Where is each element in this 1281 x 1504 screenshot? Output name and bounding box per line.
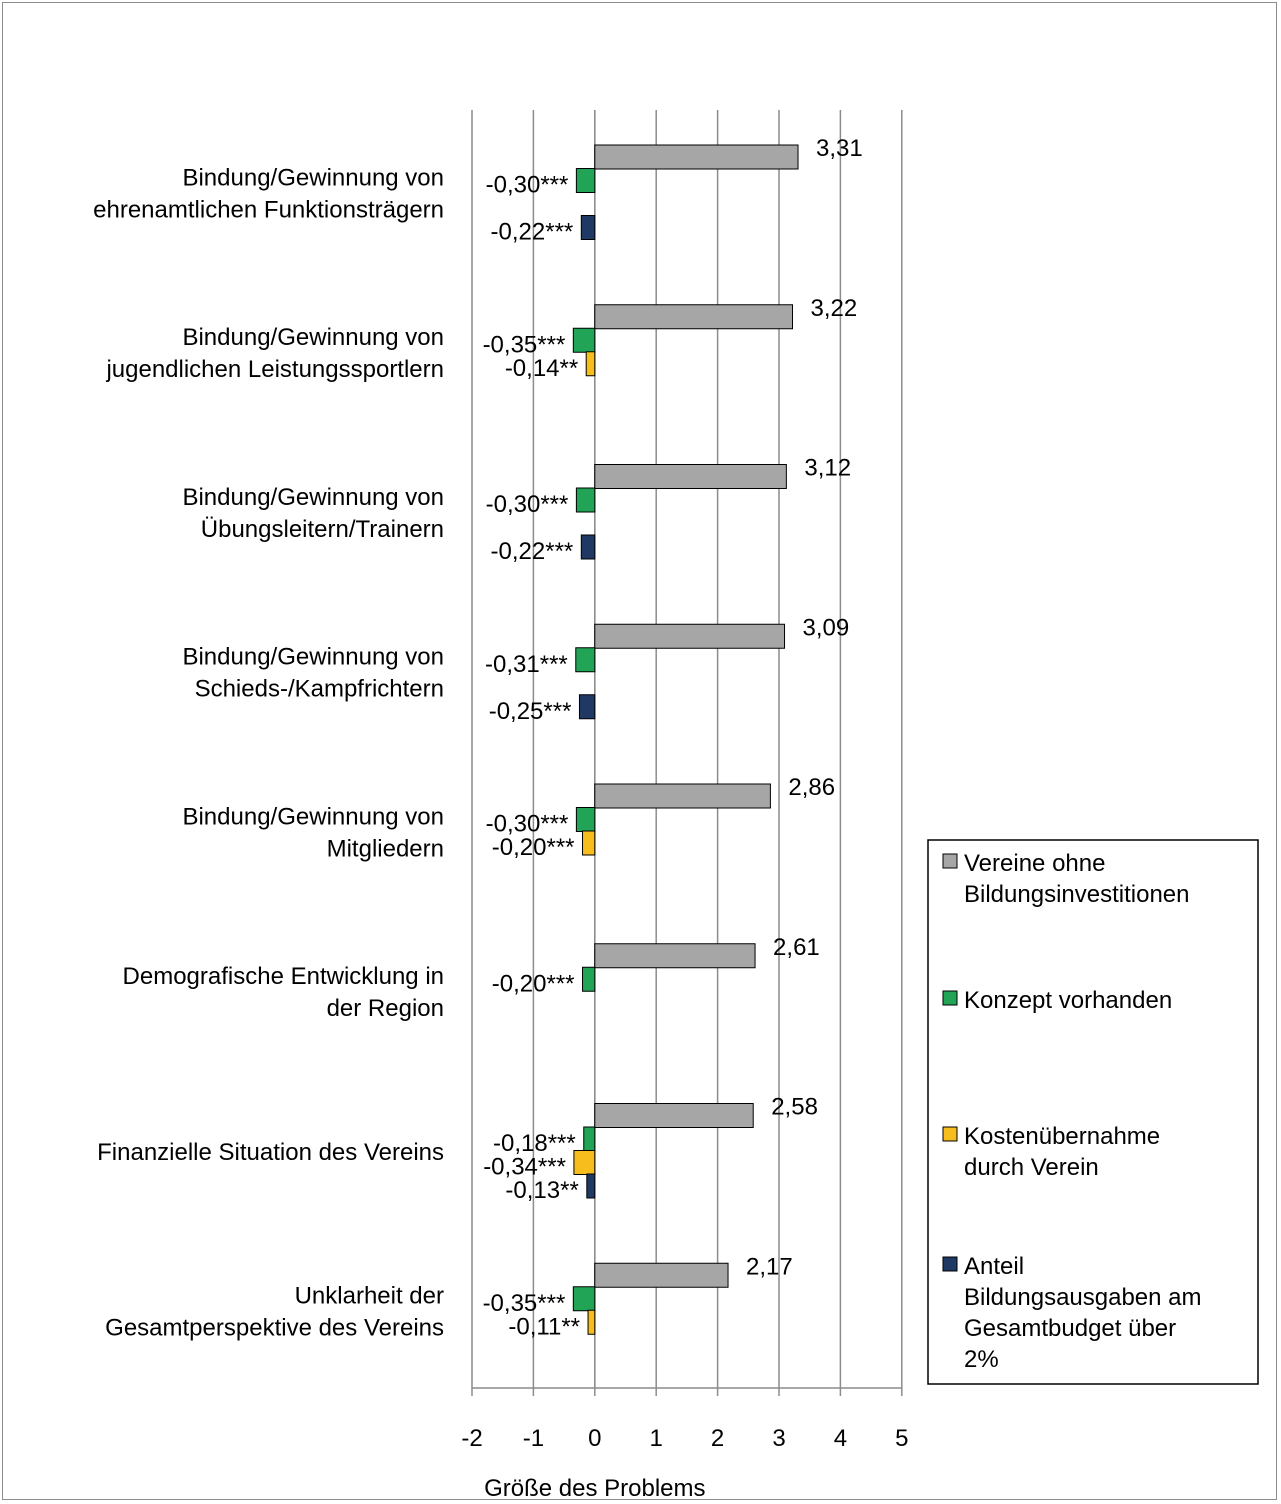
legend-box	[927, 839, 1259, 1385]
data-label: 2,17	[746, 1253, 793, 1280]
category-label: der Region	[327, 995, 444, 1022]
bar	[575, 807, 596, 832]
bar	[594, 304, 794, 330]
category-label: ehrenamtlichen Funktionsträgern	[93, 196, 444, 223]
legend-label: Konzept vorhanden	[964, 987, 1172, 1014]
legend-swatch	[942, 990, 958, 1006]
x-tick-label: 0	[588, 1425, 601, 1452]
data-label: -0,30***	[486, 811, 569, 838]
data-label: -0,20***	[492, 834, 575, 861]
bar	[583, 1126, 596, 1152]
category-label: Finanzielle Situation des Vereins	[97, 1139, 444, 1166]
legend-label: 2%	[964, 1346, 999, 1373]
data-label: -0,22***	[491, 538, 574, 565]
data-label: 2,61	[773, 934, 820, 961]
bar	[594, 943, 756, 969]
data-label: -0,11**	[508, 1313, 580, 1340]
x-tick-label: 4	[834, 1425, 847, 1452]
x-axis-title: Größe des Problems	[484, 1475, 705, 1502]
x-tick-label: -1	[523, 1425, 544, 1452]
data-label: -0,22***	[491, 219, 574, 246]
x-tick-label: 2	[711, 1425, 724, 1452]
legend-swatch	[942, 1256, 958, 1272]
category-label: Übungsleitern/Trainern	[201, 516, 444, 543]
category-label: Demografische Entwicklung in	[123, 963, 444, 990]
legend-swatch	[942, 1126, 958, 1142]
legend-label: durch Verein	[964, 1154, 1099, 1181]
data-label: -0,25***	[489, 698, 572, 725]
bar	[594, 1262, 729, 1288]
legend-label: Bildungsinvestitionen	[964, 881, 1189, 908]
legend-label: Anteil	[964, 1253, 1024, 1280]
data-label: -0,30***	[486, 172, 569, 199]
legend-label: Kostenübernahme	[964, 1123, 1160, 1150]
category-label: Bindung/Gewinnung von	[182, 644, 444, 671]
category-label: Mitgliedern	[327, 835, 444, 862]
bar	[572, 327, 596, 353]
category-label: Bindung/Gewinnung von	[182, 803, 444, 830]
category-label: Unklarheit der	[295, 1283, 444, 1310]
x-tick-label: 1	[650, 1425, 663, 1452]
data-label: 3,31	[816, 135, 863, 162]
data-label: -0,31***	[485, 651, 568, 678]
data-label: -0,14**	[505, 355, 578, 382]
legend-label: Gesamtbudget über	[964, 1315, 1176, 1342]
x-tick-label: -2	[461, 1425, 482, 1452]
bar	[587, 1309, 596, 1335]
legend-label: Bildungsausgaben am	[964, 1284, 1202, 1311]
bar	[582, 966, 596, 992]
data-label: -0,13**	[505, 1177, 578, 1204]
bar	[585, 351, 596, 377]
bar	[582, 830, 596, 856]
data-label: 3,09	[803, 614, 850, 641]
data-label: 2,58	[771, 1094, 818, 1121]
bar	[575, 487, 596, 513]
category-label: Gesamtperspektive des Vereins	[105, 1315, 444, 1342]
bar	[594, 783, 771, 809]
category-label: jugendlichen Leistungssportlern	[105, 356, 444, 383]
bar	[586, 1173, 596, 1199]
bar	[578, 694, 596, 720]
bar	[580, 215, 596, 240]
bar	[594, 464, 787, 489]
bar	[594, 1103, 754, 1128]
bar	[580, 534, 596, 560]
category-label: Bindung/Gewinnung von	[182, 164, 444, 191]
category-label: Schieds-/Kampfrichtern	[195, 676, 444, 703]
bar	[594, 144, 799, 170]
legend-swatch	[942, 853, 958, 869]
bar	[573, 1150, 596, 1175]
data-label: -0,35***	[483, 1290, 566, 1317]
category-label: Bindung/Gewinnung von	[182, 324, 444, 351]
category-label: Bindung/Gewinnung von	[182, 484, 444, 511]
data-label: -0,30***	[486, 491, 569, 518]
data-label: 3,12	[804, 455, 851, 482]
data-label: -0,18***	[493, 1130, 576, 1157]
data-label: 3,22	[811, 295, 858, 322]
x-tick-label: 5	[895, 1425, 908, 1452]
bar	[594, 623, 786, 649]
data-label: -0,35***	[483, 331, 566, 358]
legend-label: Vereine ohne	[964, 850, 1105, 877]
bar	[575, 168, 596, 193]
data-label: -0,34***	[483, 1154, 566, 1181]
x-tick-label: 3	[772, 1425, 785, 1452]
data-label: 2,86	[788, 774, 835, 801]
data-label: -0,20***	[492, 970, 575, 997]
bar	[572, 1286, 596, 1312]
bar	[575, 647, 596, 673]
